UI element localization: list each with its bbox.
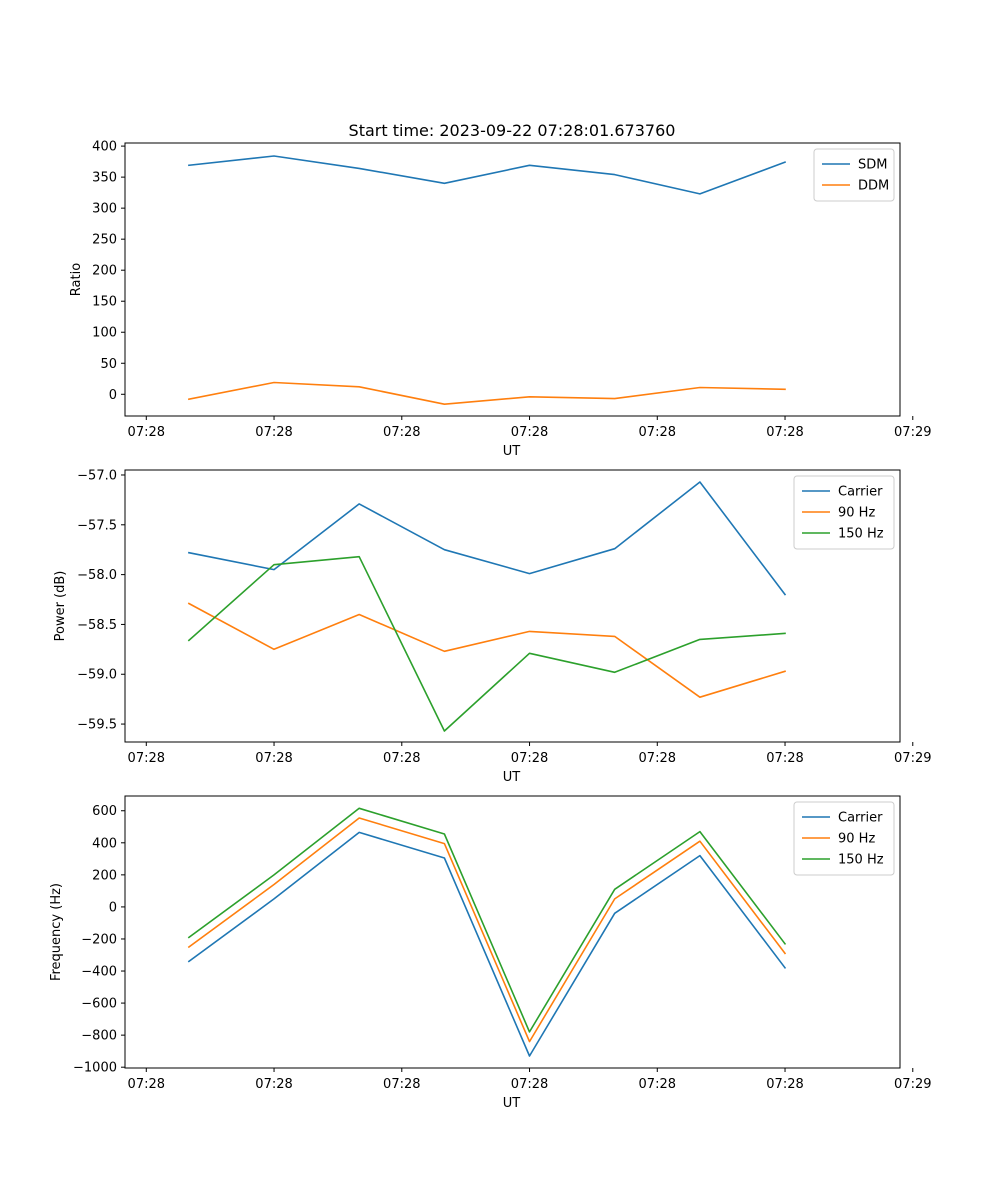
y-tick-label: −200 [81,932,117,947]
y-tick-label: 50 [100,357,117,372]
legend-label: 150 Hz [838,853,884,868]
x-tick-label: 07:29 [894,425,931,440]
series-line-150-hz [187,807,787,1033]
x-tick-label: 07:28 [383,751,420,766]
y-tick-label: 150 [92,295,117,310]
y-tick-label: 600 [92,804,117,819]
series-line-carrier [187,481,787,596]
x-tick-label: 07:29 [894,1077,931,1092]
y-tick-label: −57.0 [77,468,117,483]
y-tick-label: −57.5 [77,518,117,533]
y-tick-label: 350 [92,171,117,186]
x-tick-label: 07:28 [383,1077,420,1092]
legend-box [813,148,895,202]
x-tick-label: 07:28 [128,425,165,440]
x-tick-label: 07:28 [255,425,292,440]
y-tick-label: −58.5 [77,618,117,633]
series-line-90-hz [187,602,786,699]
legend-label: DDM [858,179,889,194]
y-tick-label: 200 [92,868,117,883]
x-tick-label: 07:28 [255,751,292,766]
legend-box [793,475,895,550]
x-tick-label: 07:28 [511,425,548,440]
y-tick-label: 0 [109,388,117,403]
legend-label: 150 Hz [838,527,884,542]
x-tick-label: 07:28 [383,425,420,440]
y-axis-label: Ratio [69,263,84,296]
y-tick-label: 100 [92,326,117,341]
y-tick-label: −1000 [73,1061,117,1076]
y-axis-label: Frequency (Hz) [49,883,64,981]
axes-frame [124,142,901,417]
series-line-90-hz [187,817,787,1043]
legend-box [793,801,895,876]
x-tick-label: 07:28 [639,751,676,766]
power-subplot: 07:28 07:28 07:28 07:28 07:28 07:28 07:29 −59.5… [53,468,932,785]
x-tick-label: 07:28 [766,1077,803,1092]
x-tick-label: 07:28 [128,751,165,766]
y-tick-label: 200 [92,264,117,279]
axes-frame [124,795,901,1069]
x-axis-label: UT [503,1096,521,1111]
legend-label: SDM [858,158,887,173]
x-tick-label: 07:28 [766,751,803,766]
series-line-150-hz [187,555,786,732]
x-tick-label: 07:28 [128,1077,165,1092]
y-tick-label: 0 [109,900,117,915]
x-axis-label: UT [503,444,521,459]
x-tick-label: 07:28 [639,425,676,440]
x-tick-label: 07:28 [511,1077,548,1092]
y-axis-label: Power (dB) [53,571,68,642]
x-axis-label: UT [503,770,521,785]
y-tick-label: −600 [81,997,117,1012]
x-tick-label: 07:28 [639,1077,676,1092]
legend-label: 90 Hz [838,506,875,521]
legend-label: 90 Hz [838,832,875,847]
legend-label: Carrier [838,485,883,500]
y-tick-label: 300 [92,202,117,217]
y-tick-label: 400 [92,836,117,851]
y-tick-label: 250 [92,233,117,248]
series-line-carrier [187,831,787,1057]
axes-frame [124,469,901,743]
y-tick-label: −800 [81,1029,117,1044]
x-tick-label: 07:29 [894,751,931,766]
frequency-subplot: 07:28 07:28 07:28 07:28 07:28 07:28 07:29 −1000… [49,795,932,1111]
y-tick-label: −400 [81,965,117,980]
series-line-sdm [188,155,787,195]
y-tick-label: −59.5 [77,718,117,733]
x-tick-label: 07:28 [511,751,548,766]
ratio-subplot: 07:28 07:28 07:28 07:28 07:28 07:28 07:29 0 50 10… [69,140,932,459]
x-tick-label: 07:28 [255,1077,292,1092]
y-tick-label: −58.0 [77,568,117,583]
figure-title: Start time: 2023-09-22 07:28:01.673760 [349,121,676,140]
x-tick-label: 07:28 [766,425,803,440]
legend-label: Carrier [838,811,883,826]
y-tick-label: 400 [92,140,117,155]
y-tick-label: −59.0 [77,668,117,683]
series-line-ddm [187,381,786,406]
